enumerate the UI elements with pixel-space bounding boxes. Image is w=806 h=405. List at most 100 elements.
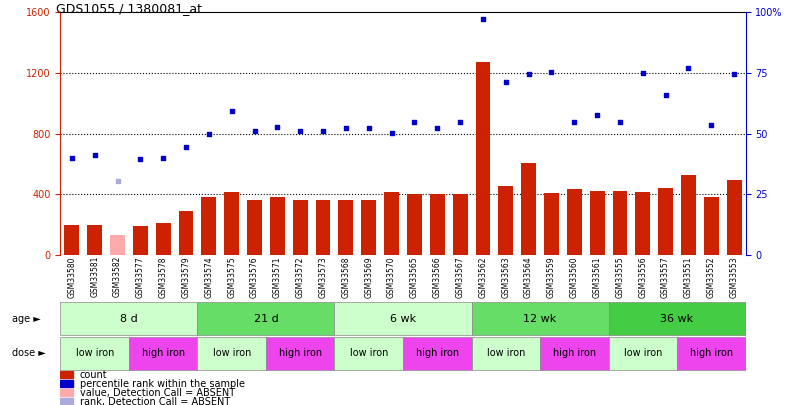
Bar: [64, 225, 79, 255]
Point: [65, 155, 78, 161]
Bar: [60, 389, 73, 396]
Text: GSM33574: GSM33574: [205, 256, 214, 298]
Text: GSM33560: GSM33560: [570, 256, 579, 298]
Text: 8 d: 8 d: [120, 314, 138, 324]
Bar: [453, 194, 467, 255]
FancyBboxPatch shape: [129, 337, 197, 370]
Bar: [156, 223, 171, 255]
Bar: [133, 226, 147, 255]
Bar: [60, 398, 73, 405]
FancyBboxPatch shape: [472, 303, 609, 335]
Bar: [407, 194, 422, 255]
Text: 6 wk: 6 wk: [390, 314, 416, 324]
Point: [339, 124, 352, 131]
Point: [682, 64, 695, 71]
Text: GSM33576: GSM33576: [250, 256, 259, 298]
Bar: [202, 198, 216, 255]
Text: value, Detection Call = ABSENT: value, Detection Call = ABSENT: [80, 388, 235, 398]
Text: GSM33582: GSM33582: [113, 256, 122, 297]
Text: GSM33557: GSM33557: [661, 256, 670, 298]
Text: 12 wk: 12 wk: [523, 314, 557, 324]
Point: [613, 119, 626, 126]
Bar: [681, 175, 696, 255]
Bar: [179, 211, 193, 255]
Point: [728, 71, 741, 78]
Point: [88, 152, 101, 158]
Text: GSM33573: GSM33573: [318, 256, 327, 298]
Point: [591, 112, 604, 119]
Bar: [430, 194, 445, 255]
Point: [362, 124, 375, 131]
Bar: [659, 188, 673, 255]
Text: GSM33565: GSM33565: [410, 256, 419, 298]
Point: [134, 156, 147, 163]
Bar: [704, 198, 719, 255]
Text: GSM33570: GSM33570: [387, 256, 396, 298]
FancyBboxPatch shape: [677, 337, 746, 370]
Point: [704, 122, 717, 128]
Text: GDS1055 / 1380081_at: GDS1055 / 1380081_at: [56, 2, 202, 15]
Text: high iron: high iron: [279, 348, 322, 358]
Bar: [87, 225, 102, 255]
Text: low iron: low iron: [213, 348, 251, 358]
Point: [385, 130, 398, 136]
Text: GSM33564: GSM33564: [524, 256, 533, 298]
Text: percentile rank within the sample: percentile rank within the sample: [80, 379, 245, 389]
FancyBboxPatch shape: [197, 337, 266, 370]
Point: [454, 119, 467, 126]
FancyBboxPatch shape: [197, 303, 334, 335]
Bar: [270, 197, 285, 255]
Text: GSM33580: GSM33580: [68, 256, 77, 298]
Point: [180, 144, 193, 151]
Point: [293, 127, 306, 134]
Text: GSM33569: GSM33569: [364, 256, 373, 298]
Bar: [521, 162, 536, 255]
Bar: [60, 371, 73, 378]
Text: high iron: high iron: [690, 348, 733, 358]
FancyBboxPatch shape: [540, 337, 609, 370]
FancyBboxPatch shape: [60, 303, 197, 335]
FancyBboxPatch shape: [609, 303, 746, 335]
Bar: [339, 200, 353, 255]
Bar: [293, 200, 308, 255]
Text: low iron: low iron: [76, 348, 114, 358]
FancyBboxPatch shape: [334, 303, 472, 335]
Text: high iron: high iron: [416, 348, 459, 358]
Point: [659, 92, 672, 98]
Bar: [590, 192, 604, 255]
FancyBboxPatch shape: [472, 337, 540, 370]
Bar: [613, 192, 627, 255]
Text: GSM33575: GSM33575: [227, 256, 236, 298]
Text: age ►: age ►: [12, 314, 41, 324]
Text: dose ►: dose ►: [12, 348, 46, 358]
Bar: [110, 235, 125, 255]
Text: GSM33581: GSM33581: [90, 256, 99, 297]
Text: 36 wk: 36 wk: [660, 314, 694, 324]
Point: [248, 128, 261, 134]
Bar: [247, 200, 262, 255]
Point: [522, 70, 535, 77]
Point: [156, 155, 169, 161]
Bar: [544, 193, 559, 255]
Point: [408, 119, 421, 126]
Point: [317, 127, 330, 134]
Text: GSM33566: GSM33566: [433, 256, 442, 298]
Bar: [727, 180, 742, 255]
Text: count: count: [80, 370, 107, 380]
Text: GSM33553: GSM33553: [729, 256, 738, 298]
FancyBboxPatch shape: [334, 337, 403, 370]
Text: GSM33551: GSM33551: [684, 256, 693, 298]
Point: [202, 130, 215, 137]
Text: high iron: high iron: [553, 348, 596, 358]
Text: rank, Detection Call = ABSENT: rank, Detection Call = ABSENT: [80, 396, 230, 405]
Text: GSM33572: GSM33572: [296, 256, 305, 298]
Text: GSM33567: GSM33567: [455, 256, 464, 298]
Text: GSM33577: GSM33577: [136, 256, 145, 298]
Text: GSM33556: GSM33556: [638, 256, 647, 298]
Text: GSM33559: GSM33559: [547, 256, 556, 298]
Point: [567, 119, 580, 126]
Bar: [635, 192, 650, 255]
Point: [545, 69, 558, 75]
Point: [111, 177, 124, 184]
Text: GSM33561: GSM33561: [592, 256, 601, 298]
